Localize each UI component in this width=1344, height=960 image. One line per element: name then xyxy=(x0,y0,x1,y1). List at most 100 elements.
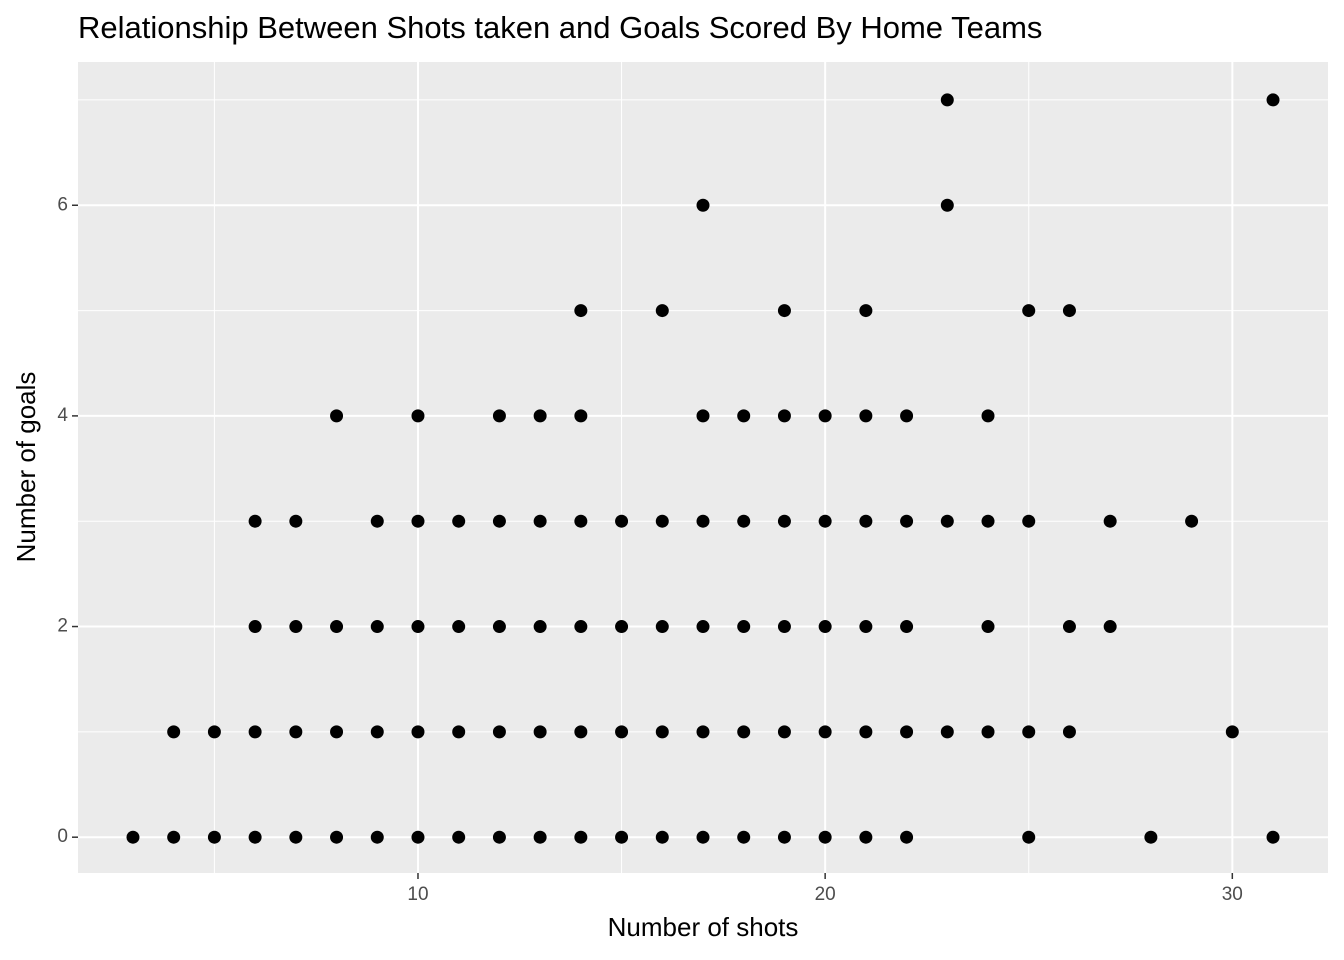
point xyxy=(330,725,344,739)
point xyxy=(411,725,425,739)
point xyxy=(777,514,791,528)
y-axis-label: Number of goals xyxy=(11,372,41,563)
point xyxy=(777,304,791,318)
point xyxy=(574,725,588,739)
point xyxy=(533,514,547,528)
point xyxy=(167,830,181,844)
point xyxy=(452,725,466,739)
point xyxy=(126,830,140,844)
point xyxy=(452,830,466,844)
y-tick-label: 6 xyxy=(57,194,68,215)
point xyxy=(900,830,914,844)
point xyxy=(900,514,914,528)
point xyxy=(981,514,995,528)
point xyxy=(248,514,262,528)
chart-title: Relationship Between Shots taken and Goa… xyxy=(78,10,1042,45)
point xyxy=(940,198,954,212)
point xyxy=(492,514,506,528)
point xyxy=(900,620,914,634)
point xyxy=(1266,830,1280,844)
point xyxy=(859,830,873,844)
point xyxy=(1022,514,1036,528)
y-tick-label: 4 xyxy=(57,405,68,426)
point xyxy=(207,725,221,739)
point xyxy=(900,409,914,423)
point xyxy=(370,620,384,634)
point xyxy=(1062,725,1076,739)
point xyxy=(655,725,669,739)
point xyxy=(1185,514,1199,528)
point xyxy=(452,514,466,528)
y-tick-label: 2 xyxy=(57,616,68,637)
point xyxy=(411,514,425,528)
point xyxy=(289,725,303,739)
point xyxy=(207,830,221,844)
point xyxy=(289,514,303,528)
point xyxy=(370,830,384,844)
point xyxy=(1022,304,1036,318)
point xyxy=(330,409,344,423)
point xyxy=(1103,620,1117,634)
plot-panel xyxy=(78,62,1328,873)
point xyxy=(533,409,547,423)
point xyxy=(818,620,832,634)
point xyxy=(859,304,873,318)
point xyxy=(574,304,588,318)
point xyxy=(859,620,873,634)
x-tick-label: 30 xyxy=(1222,884,1243,905)
point xyxy=(1225,725,1239,739)
point xyxy=(248,830,262,844)
point xyxy=(940,725,954,739)
point xyxy=(818,514,832,528)
point xyxy=(818,409,832,423)
point xyxy=(777,830,791,844)
point xyxy=(981,725,995,739)
point xyxy=(1062,304,1076,318)
point xyxy=(289,830,303,844)
point xyxy=(655,514,669,528)
point xyxy=(777,409,791,423)
point xyxy=(696,620,710,634)
point xyxy=(574,514,588,528)
point xyxy=(615,620,629,634)
point xyxy=(737,409,751,423)
point xyxy=(411,830,425,844)
x-tick-label: 20 xyxy=(815,884,836,905)
point xyxy=(859,725,873,739)
point xyxy=(615,725,629,739)
point xyxy=(1062,620,1076,634)
point xyxy=(248,620,262,634)
point xyxy=(1022,830,1036,844)
point xyxy=(655,830,669,844)
point xyxy=(492,620,506,634)
point xyxy=(411,620,425,634)
point xyxy=(533,830,547,844)
point xyxy=(777,620,791,634)
x-axis-label: Number of shots xyxy=(608,912,799,942)
point xyxy=(737,620,751,634)
x-tick-label: 10 xyxy=(407,884,428,905)
point xyxy=(859,514,873,528)
point xyxy=(696,514,710,528)
point xyxy=(615,514,629,528)
point xyxy=(492,409,506,423)
point xyxy=(1103,514,1117,528)
point xyxy=(574,620,588,634)
point xyxy=(655,620,669,634)
point xyxy=(940,514,954,528)
point xyxy=(696,725,710,739)
point xyxy=(696,198,710,212)
point xyxy=(981,409,995,423)
point xyxy=(777,725,791,739)
point xyxy=(330,620,344,634)
point xyxy=(900,725,914,739)
point xyxy=(248,725,262,739)
point xyxy=(492,725,506,739)
point xyxy=(696,830,710,844)
point xyxy=(1266,93,1280,107)
point xyxy=(330,830,344,844)
point xyxy=(981,620,995,634)
point xyxy=(737,725,751,739)
point xyxy=(818,725,832,739)
